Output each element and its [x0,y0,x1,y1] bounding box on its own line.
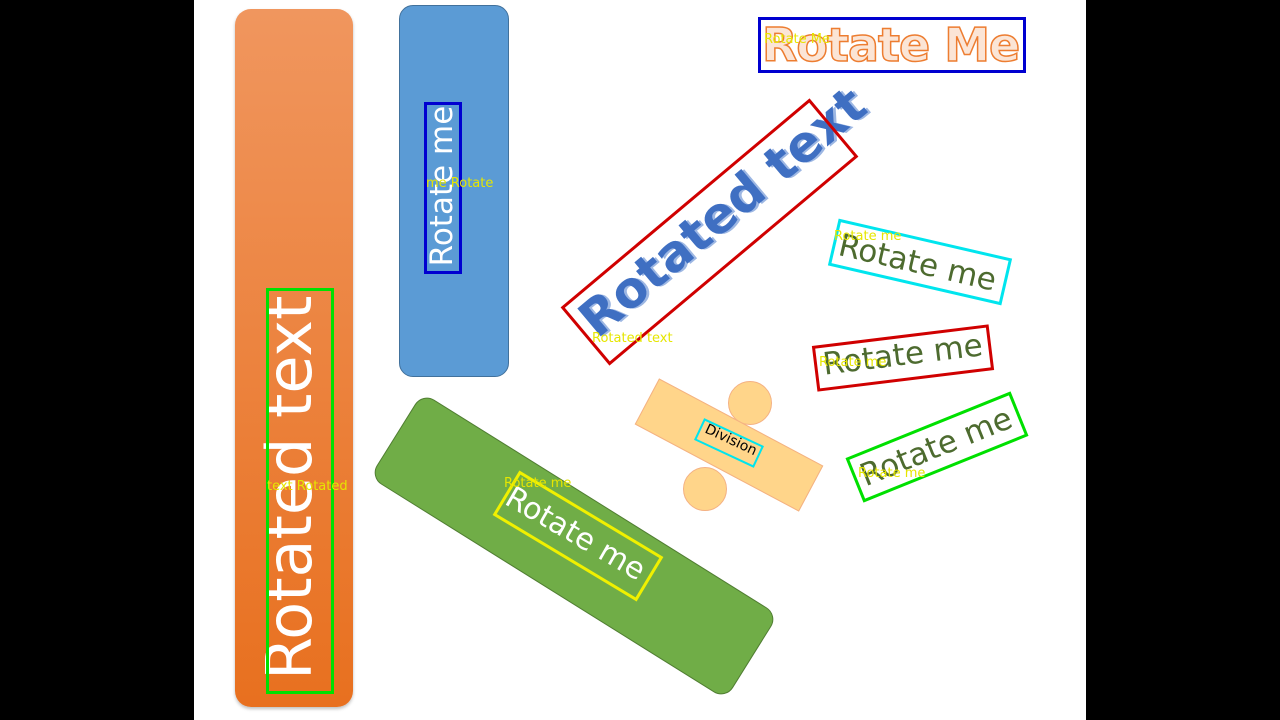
blue-bar-shape [399,5,509,377]
detection-box-diagonal [560,98,859,366]
detection-label-right-3: Rotate me [858,466,926,481]
detection-label-right-1: Rotate me [834,229,902,244]
division-bottom-dot [683,467,727,511]
detection-box-right-3 [845,391,1029,503]
detection-box-blue [424,102,462,274]
detection-label-orange: text Rotated [267,479,348,494]
detection-label-blue: me Rotate [426,176,494,191]
detection-label-right-2: Rotate me [819,355,887,370]
detection-box-orange [266,288,334,694]
detection-box-top-right [758,17,1026,73]
division-top-dot [728,381,772,425]
detection-label-green-bar: Rotate me [504,476,572,491]
detection-label-diagonal: Rotated text [592,331,673,346]
detection-label-top-right: Rotate Me [764,32,830,47]
top-right-text: Rotate Me [761,18,1021,72]
slide-canvas: Rotated text text Rotated Rotate me me R… [194,0,1086,720]
